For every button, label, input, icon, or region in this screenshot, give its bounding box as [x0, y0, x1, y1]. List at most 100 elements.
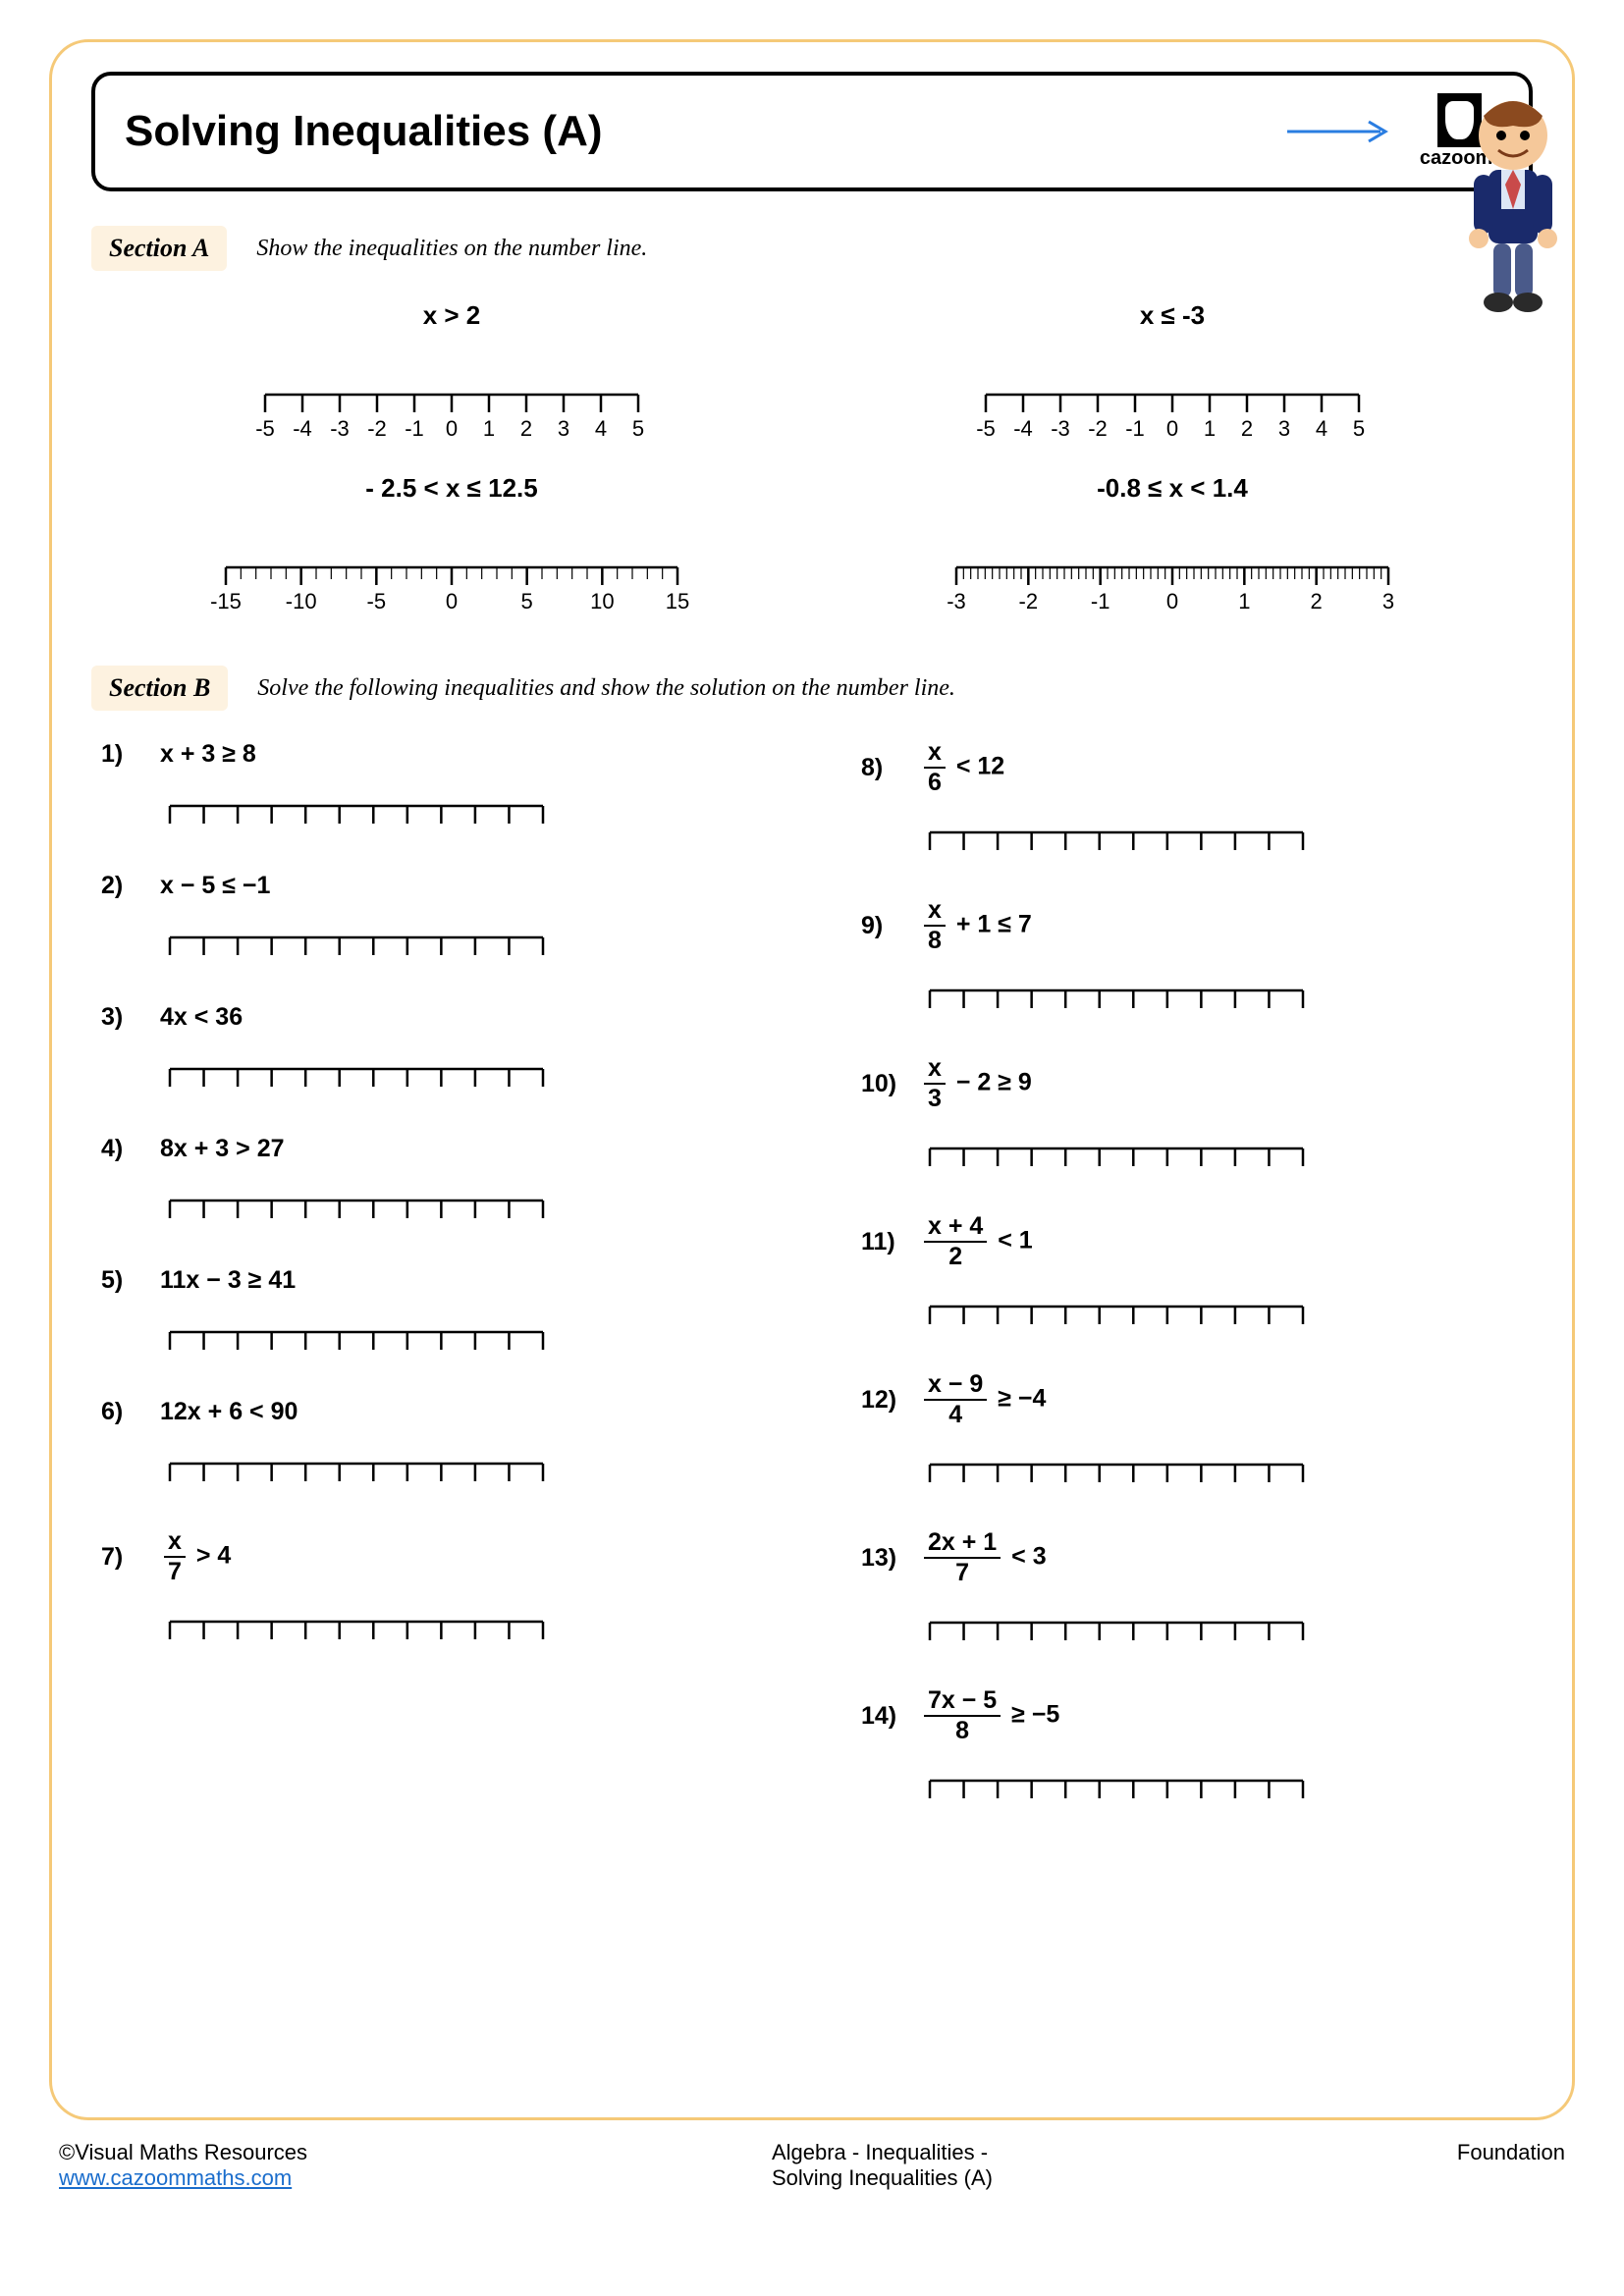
svg-text:0: 0 — [446, 416, 458, 441]
question-expr: 4x < 36 — [160, 1003, 243, 1032]
svg-text:-3: -3 — [947, 589, 966, 614]
question-block: 10) x3 − 2 ≥ 9 — [861, 1056, 1523, 1185]
blank-number-line — [160, 798, 553, 837]
question-block: 3) 4x < 36 — [101, 1003, 763, 1105]
inequality-expr: - 2.5 < x ≤ 12.5 — [131, 473, 773, 504]
blank-number-line — [160, 1193, 553, 1232]
section-b-right-col: 8) x6 < 12 9) x8 + 1 ≤ 7 10) x3 − 2 ≥ 9 … — [861, 740, 1523, 1846]
question-expr: x + 3 ≥ 8 — [160, 740, 256, 769]
question-expr: x + 42 < 1 — [920, 1214, 1033, 1269]
number-line-block: - 2.5 < x ≤ 12.5 -15-10-5051015 — [131, 473, 773, 626]
question-expr: 7x − 58 ≥ −5 — [920, 1688, 1059, 1743]
blank-number-line — [160, 930, 553, 969]
section-b-left-col: 1) x + 3 ≥ 8 2) x − 5 ≤ −1 3) 4x < 36 4)… — [101, 740, 763, 1846]
question-block: 4) 8x + 3 > 27 — [101, 1135, 763, 1237]
section-b-grid: 1) x + 3 ≥ 8 2) x − 5 ≤ −1 3) 4x < 36 4)… — [101, 740, 1523, 1846]
svg-text:2: 2 — [520, 416, 532, 441]
number-line-block: x ≤ -3 -5-4-3-2-1012345 — [851, 300, 1493, 454]
svg-text:-2: -2 — [1088, 416, 1108, 441]
question-number: 12) — [861, 1386, 902, 1415]
footer-left: ©Visual Maths Resources www.cazoommaths.… — [59, 2140, 307, 2191]
svg-text:1: 1 — [1238, 589, 1250, 614]
arrow-icon — [1282, 117, 1400, 146]
question-number: 8) — [861, 754, 902, 782]
footer-level: Foundation — [1457, 2140, 1565, 2165]
section-a-instruction: Show the inequalities on the number line… — [256, 236, 647, 262]
inequality-expr: x ≤ -3 — [851, 300, 1493, 331]
footer-link[interactable]: www.cazoommaths.com — [59, 2165, 292, 2190]
section-a-label: Section A — [91, 226, 227, 271]
question-block: 2) x − 5 ≤ −1 — [101, 872, 763, 974]
blank-number-line — [160, 1614, 553, 1653]
svg-text:-5: -5 — [976, 416, 996, 441]
svg-text:2: 2 — [1311, 589, 1323, 614]
question-block: 1) x + 3 ≥ 8 — [101, 740, 763, 842]
question-block: 14) 7x − 58 ≥ −5 — [861, 1688, 1523, 1817]
mascot-icon — [1444, 91, 1582, 317]
svg-text:-1: -1 — [405, 416, 424, 441]
blank-number-line — [920, 1615, 1313, 1654]
svg-text:1: 1 — [483, 416, 495, 441]
blank-number-line — [160, 1324, 553, 1363]
question-number: 5) — [101, 1266, 142, 1295]
svg-text:0: 0 — [446, 589, 458, 614]
number-line: -15-10-5051015 — [206, 558, 697, 626]
blank-number-line — [160, 1456, 553, 1495]
inequality-expr: x > 2 — [131, 300, 773, 331]
question-expr: 11x − 3 ≥ 41 — [160, 1266, 296, 1295]
svg-text:-4: -4 — [1013, 416, 1033, 441]
number-line-block: -0.8 ≤ x < 1.4 -3-2-10123 — [851, 473, 1493, 626]
section-b-label: Section B — [91, 666, 228, 711]
question-block: 9) x8 + 1 ≤ 7 — [861, 898, 1523, 1027]
section-a-header: Section A Show the inequalities on the n… — [91, 226, 1533, 271]
section-a-grid: x > 2 -5-4-3-2-1012345 x ≤ -3 -5-4-3-2-1… — [131, 300, 1493, 626]
svg-text:15: 15 — [666, 589, 689, 614]
blank-number-line — [920, 825, 1313, 864]
question-number: 9) — [861, 912, 902, 940]
svg-text:3: 3 — [1382, 589, 1394, 614]
title-box: Solving Inequalities (A) cazoom! — [91, 72, 1533, 191]
question-block: 7) x7 > 4 — [101, 1529, 763, 1658]
question-expr: x − 5 ≤ −1 — [160, 872, 270, 900]
number-line: -5-4-3-2-1012345 — [966, 385, 1379, 454]
question-number: 2) — [101, 872, 142, 900]
svg-text:-1: -1 — [1125, 416, 1145, 441]
footer-center: Algebra - Inequalities - Solving Inequal… — [772, 2140, 993, 2191]
footer-copyright: ©Visual Maths Resources — [59, 2140, 307, 2165]
page-title: Solving Inequalities (A) — [125, 107, 603, 156]
section-b-header: Section B Solve the following inequaliti… — [91, 666, 1533, 711]
blank-number-line — [920, 1141, 1313, 1180]
question-expr: x8 + 1 ≤ 7 — [920, 898, 1032, 953]
inequality-expr: -0.8 ≤ x < 1.4 — [851, 473, 1493, 504]
question-number: 7) — [101, 1543, 142, 1572]
question-block: 11) x + 42 < 1 — [861, 1214, 1523, 1343]
svg-text:0: 0 — [1166, 416, 1178, 441]
svg-text:-5: -5 — [255, 416, 275, 441]
footer: ©Visual Maths Resources www.cazoommaths.… — [59, 2140, 1565, 2191]
question-number: 3) — [101, 1003, 142, 1032]
section-b-instruction: Solve the following inequalities and sho… — [257, 675, 955, 702]
number-line-block: x > 2 -5-4-3-2-1012345 — [131, 300, 773, 454]
question-expr: x7 > 4 — [160, 1529, 231, 1584]
question-expr: x6 < 12 — [920, 740, 1004, 795]
svg-text:-5: -5 — [367, 589, 387, 614]
svg-text:2: 2 — [1241, 416, 1253, 441]
svg-text:5: 5 — [521, 589, 533, 614]
question-number: 14) — [861, 1702, 902, 1731]
svg-text:4: 4 — [1316, 416, 1327, 441]
question-number: 13) — [861, 1544, 902, 1573]
svg-text:5: 5 — [1353, 416, 1365, 441]
question-block: 6) 12x + 6 < 90 — [101, 1398, 763, 1500]
question-number: 10) — [861, 1070, 902, 1098]
svg-text:10: 10 — [590, 589, 614, 614]
svg-text:5: 5 — [632, 416, 644, 441]
question-number: 11) — [861, 1228, 902, 1256]
svg-text:3: 3 — [558, 416, 569, 441]
svg-text:-3: -3 — [1051, 416, 1070, 441]
question-expr: 12x + 6 < 90 — [160, 1398, 298, 1426]
svg-text:1: 1 — [1204, 416, 1216, 441]
question-block: 8) x6 < 12 — [861, 740, 1523, 869]
number-line: -3-2-10123 — [937, 558, 1408, 626]
svg-text:-3: -3 — [330, 416, 350, 441]
question-number: 4) — [101, 1135, 142, 1163]
